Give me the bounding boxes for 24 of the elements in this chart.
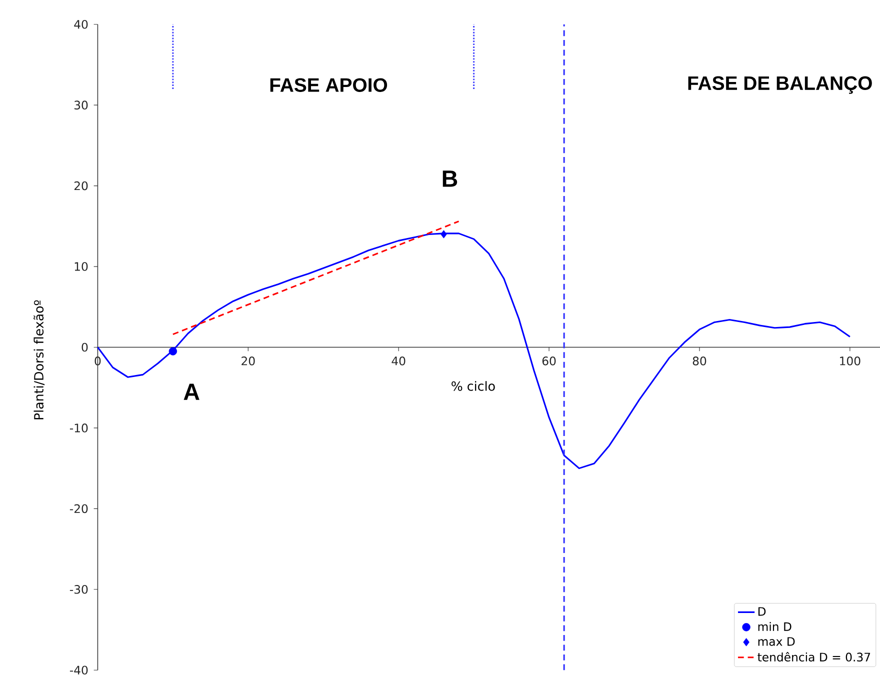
legend-label: max D <box>758 637 795 646</box>
annotation: B <box>442 170 458 187</box>
y-tick-label: 10 <box>74 262 88 272</box>
y-tick-label: 30 <box>74 100 88 110</box>
x-tick-label: 20 <box>242 356 255 366</box>
y-tick-label: 0 <box>82 342 88 352</box>
legend-label: tendência D = 0.37 <box>758 652 870 662</box>
annotation: FASE APOIO <box>270 78 388 92</box>
legend-label: min D <box>758 622 792 631</box>
x-tick-label: 100 <box>840 356 860 366</box>
x-tick-label: 40 <box>392 356 406 366</box>
x-axis-title: % ciclo <box>452 381 495 391</box>
y-tick-label: 40 <box>74 20 88 29</box>
legend-label: D <box>758 607 766 616</box>
y-tick-label: 20 <box>74 181 88 190</box>
x-tick-label: 60 <box>542 356 556 366</box>
y-tick-label: -30 <box>70 585 88 594</box>
y-tick-label: -20 <box>70 504 88 514</box>
x-tick-label: 80 <box>692 356 706 366</box>
y-tick-label: -40 <box>70 666 88 675</box>
annotation: A <box>184 384 200 400</box>
annotation: FASE DE BALANÇO <box>688 76 872 94</box>
y-tick-label: -10 <box>70 424 88 432</box>
y-axis-title: Planti/Dorsi flexãoº <box>34 300 45 420</box>
